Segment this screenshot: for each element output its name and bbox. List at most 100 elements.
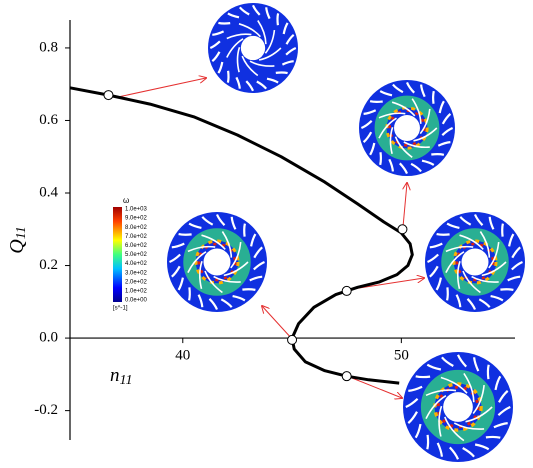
runner-hub	[443, 392, 473, 422]
guide-vane	[211, 51, 221, 63]
guide-vane	[490, 295, 504, 302]
guide-vane	[360, 120, 373, 130]
y-tick-label: 0.0	[39, 330, 58, 346]
x-tick-label: 40	[175, 348, 190, 364]
operating-point	[341, 371, 352, 382]
guide-vane	[508, 233, 515, 247]
colorbar-label: 0.0e+00	[125, 298, 148, 304]
guide-vane	[473, 214, 484, 226]
runner-blade	[471, 275, 499, 283]
colorbar-label: 9.0e+02	[125, 216, 148, 222]
guide-vane	[379, 152, 382, 166]
vortex-ring	[194, 239, 240, 285]
guide-vane	[369, 100, 383, 103]
guide-vane	[362, 131, 373, 143]
guide-vane	[171, 265, 181, 278]
runner-blade	[413, 127, 438, 142]
guide-vane	[432, 90, 435, 104]
runner-blade	[378, 117, 397, 139]
guide-vane	[232, 295, 246, 302]
guide-vane	[266, 77, 279, 84]
runner-blade	[479, 231, 491, 258]
runner-blade	[425, 389, 457, 397]
runner-blade	[238, 23, 261, 38]
guide-vane	[420, 84, 426, 98]
guide-vane	[436, 442, 443, 457]
guide-vane	[448, 446, 460, 460]
guide-vane	[177, 277, 184, 291]
colorbar: ω [s^-1] 1.0e+03 9.0e+02 8.0e+02 7.0e+02 6.0…	[113, 196, 148, 312]
runner-blade	[411, 98, 422, 124]
vortex-ring	[385, 106, 429, 150]
guide-vane	[253, 246, 263, 259]
colorbar-label: 7.0e+02	[125, 234, 148, 240]
runner-inset	[425, 212, 525, 312]
colorbar-label: 3.0e+02	[125, 270, 148, 276]
guide-vane	[379, 90, 393, 97]
runner-blade	[198, 260, 203, 289]
runner-blade	[394, 136, 413, 158]
guide-vane	[188, 222, 202, 229]
guide-vane	[431, 153, 445, 156]
runner-blade	[241, 55, 259, 77]
guide-vane	[429, 265, 439, 278]
runner-blade	[419, 108, 431, 135]
runner-blade	[463, 372, 475, 403]
guide-vane	[415, 375, 431, 379]
colorbar-label: 8.0e+02	[125, 225, 148, 231]
runner-blade	[201, 234, 226, 250]
runner-blade	[221, 231, 233, 258]
runner-blade	[264, 30, 276, 54]
guide-vane	[437, 141, 451, 147]
guide-vane	[498, 390, 509, 403]
runner-blade	[226, 33, 252, 40]
vortex-ring	[441, 228, 509, 296]
guide-vane	[456, 354, 468, 368]
guide-vane	[209, 40, 221, 50]
colorbar-label: 5.0e+02	[125, 252, 148, 258]
guide-vane	[438, 100, 445, 114]
guide-vane	[256, 80, 268, 90]
runner-blade	[472, 385, 485, 414]
guide-vane	[245, 80, 255, 92]
runner-blade	[445, 251, 465, 273]
guide-vane	[407, 411, 418, 424]
guide-vane	[188, 287, 191, 301]
runner-blade	[453, 422, 485, 430]
runner-hub	[461, 248, 489, 276]
vortex-ring	[183, 228, 251, 296]
guide-vane	[227, 12, 240, 19]
guide-vane	[426, 434, 430, 450]
guide-vane	[466, 298, 477, 310]
guide-vane	[392, 83, 404, 94]
guide-vane	[421, 159, 435, 166]
guide-vane	[410, 162, 422, 173]
guide-vane	[215, 214, 226, 226]
y-tick-label: 0.8	[39, 39, 58, 55]
runner-blade	[425, 395, 447, 420]
runner-blade	[378, 112, 406, 119]
runner-blade	[187, 251, 207, 273]
y-axis-label: Q11	[6, 226, 30, 253]
vortex-ring	[420, 369, 496, 445]
runner-blade	[391, 101, 416, 117]
guide-vane	[446, 287, 449, 301]
runner-blade	[403, 141, 430, 149]
guide-vane	[405, 81, 415, 94]
runner-blade	[223, 261, 249, 277]
guide-vane	[217, 61, 224, 74]
x-label-main: n	[110, 365, 120, 386]
guide-vane	[511, 246, 521, 259]
guide-vane	[488, 216, 495, 230]
guide-vane	[251, 4, 261, 16]
runner-blade	[204, 270, 223, 294]
y-tick-label: -0.2	[34, 402, 58, 418]
guide-vane	[369, 142, 376, 156]
runner-blade	[187, 245, 216, 253]
operating-point	[341, 285, 352, 296]
runner-blade	[481, 261, 507, 277]
guide-vane	[500, 288, 514, 291]
runner-blade	[465, 406, 493, 423]
runner-blade	[249, 60, 275, 67]
guide-vane	[494, 375, 502, 391]
